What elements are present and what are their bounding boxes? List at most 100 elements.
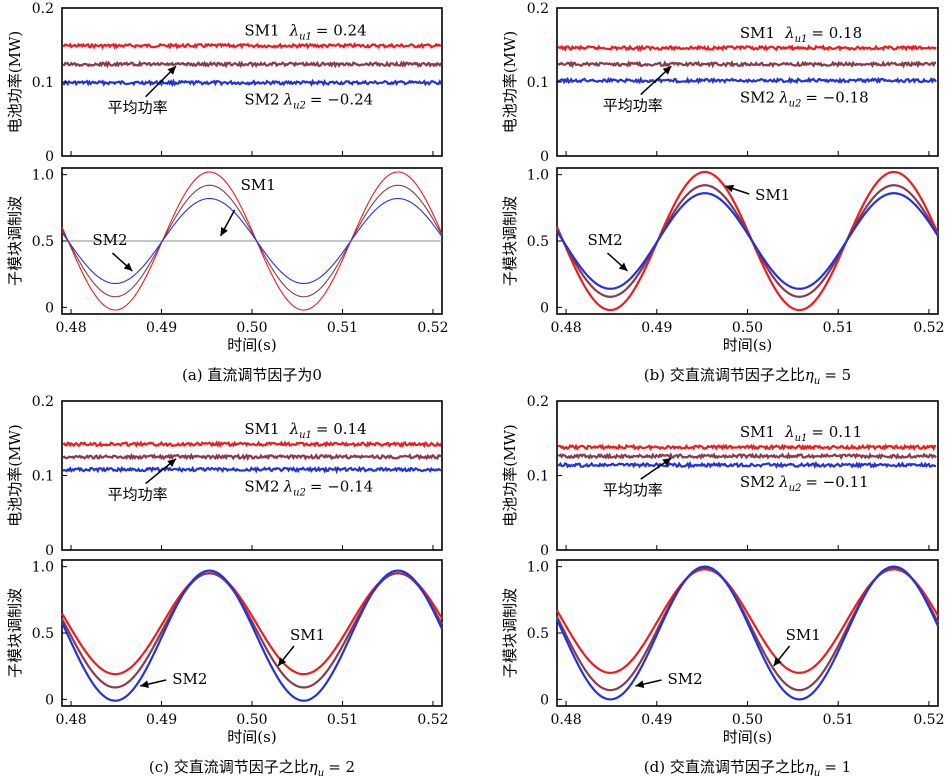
xtick-label: 0.50 <box>236 712 267 728</box>
lambda-symbol: λ <box>784 24 795 42</box>
modulation-ylabel: 子模块调制波 <box>6 588 24 678</box>
power-ytick-label: 0 <box>45 149 54 165</box>
sm2-curve-arrow-head <box>123 262 133 271</box>
power-series-3 <box>62 465 442 475</box>
sm1-curve-label: SM1 <box>290 626 325 644</box>
sm2-lambda-annotation: SM2 λu2 = −0.18 <box>740 89 869 110</box>
caption-text: (a) 直流调节因子为0 <box>182 366 322 384</box>
x-axis-label: 时间(s) <box>227 728 276 746</box>
caption-eta-value: = 1 <box>824 758 851 776</box>
xtick-label: 0.50 <box>732 320 763 336</box>
sm2-curve-label: SM2 <box>587 231 622 249</box>
power-ylabel: 电池功率(MW) <box>6 424 24 526</box>
power-series-2 <box>62 60 442 69</box>
power-ytick-label: 0.2 <box>527 394 549 410</box>
lambda-subscript: u1 <box>795 433 808 444</box>
caption-eta-symbol: η <box>309 758 318 776</box>
modulation-ytick-label: 1.0 <box>32 560 54 576</box>
power-ytick-label: 0.2 <box>32 1 54 17</box>
sm2-lambda-annotation: SM2 λu2 = −0.11 <box>740 473 869 494</box>
xtick-label: 0.52 <box>417 320 448 336</box>
power-series-2 <box>557 60 937 69</box>
power-axes-frame <box>556 400 939 551</box>
average-power-label: 平均功率 <box>603 97 663 115</box>
lambda-value: = 0.18 <box>811 24 862 42</box>
x-axis-label: 时间(s) <box>723 336 772 354</box>
xtick-label: 0.48 <box>55 320 86 336</box>
x-axis-label: 时间(s) <box>227 336 276 354</box>
power-series-2 <box>62 452 442 462</box>
sm2-lambda-annotation: SM2 λu2 = −0.24 <box>244 91 373 112</box>
sm2-name: SM2 <box>244 478 279 496</box>
lambda-value: = −0.11 <box>805 473 868 491</box>
sm1-curve-label: SM1 <box>786 626 821 644</box>
xtick-label: 0.52 <box>417 712 448 728</box>
power-series-3 <box>557 76 937 85</box>
power-series-1 <box>62 42 442 50</box>
modulation-ytick-label: 0 <box>540 692 549 708</box>
average-power-arrow-head <box>167 66 176 75</box>
panel-caption: (a) 直流调节因子为0 <box>182 366 322 384</box>
sm1-curve-arrow-head <box>220 227 228 236</box>
modulation-ytick-label: 1.0 <box>32 168 54 184</box>
modulation-ylabel: 子模块调制波 <box>501 196 519 286</box>
lambda-value: = −0.24 <box>310 91 373 109</box>
lambda-subscript: u2 <box>789 99 802 110</box>
sm2-curve-label: SM2 <box>172 670 207 688</box>
modulation-series-1 <box>61 171 443 311</box>
power-ylabel: 电池功率(MW) <box>6 31 24 133</box>
sm2-name: SM2 <box>740 473 775 491</box>
sm1-lambda-annotation: SM1 λu1 = 0.14 <box>244 420 366 441</box>
caption-text: (b) 交直流调节因子之比 <box>644 366 805 384</box>
power-ylabel: 电池功率(MW) <box>501 31 519 133</box>
power-series-3 <box>62 78 443 88</box>
lambda-subscript: u1 <box>795 34 808 45</box>
power-ytick-label: 0.1 <box>527 469 549 485</box>
xtick-label: 0.52 <box>913 320 944 336</box>
power-axes-frame <box>61 400 443 551</box>
average-power-label: 平均功率 <box>108 99 168 117</box>
lambda-symbol: λ <box>778 473 789 491</box>
lambda-subscript: u2 <box>789 483 802 494</box>
modulation-ylabel: 子模块调制波 <box>6 196 24 286</box>
power-ytick-label: 0.2 <box>32 394 54 410</box>
power-series-3 <box>557 460 937 470</box>
xtick-label: 0.49 <box>641 712 672 728</box>
xtick-label: 0.51 <box>823 712 854 728</box>
average-power-arrow-head <box>662 66 672 75</box>
sm1-curve-arrow-head <box>278 657 287 666</box>
panel-caption: (d) 交直流调节因子之比ηu = 1 <box>644 758 851 776</box>
power-series-1 <box>557 443 937 452</box>
sm1-lambda-annotation: SM1 λu1 = 0.11 <box>740 423 862 444</box>
power-ytick-label: 0 <box>45 543 54 559</box>
modulation-axes-frame <box>556 559 939 707</box>
modulation-axes-frame <box>556 167 939 315</box>
sm1-curve-label: SM1 <box>755 186 790 204</box>
lambda-symbol: λ <box>778 89 789 107</box>
xtick-label: 0.49 <box>146 712 177 728</box>
lambda-value: = −0.18 <box>805 89 868 107</box>
caption-eta-value: = 2 <box>328 758 355 776</box>
lambda-value: = 0.14 <box>316 420 367 438</box>
modulation-ylabel: 子模块调制波 <box>501 588 519 678</box>
lambda-symbol: λ <box>289 420 300 438</box>
xtick-label: 0.48 <box>55 712 86 728</box>
xtick-label: 0.50 <box>732 712 763 728</box>
xtick-label: 0.52 <box>913 712 944 728</box>
lambda-subscript: u1 <box>299 32 312 43</box>
modulation-ytick-label: 0 <box>45 300 54 316</box>
power-ytick-label: 0.1 <box>527 75 549 91</box>
caption-eta-subscript: u <box>814 376 820 387</box>
panel-caption: (b) 交直流调节因子之比ηu = 5 <box>644 366 851 387</box>
xtick-label: 0.51 <box>823 320 854 336</box>
xtick-label: 0.51 <box>327 712 358 728</box>
sm2-curve-arrow-head <box>140 680 149 688</box>
xtick-label: 0.49 <box>641 320 672 336</box>
xtick-label: 0.48 <box>550 712 581 728</box>
